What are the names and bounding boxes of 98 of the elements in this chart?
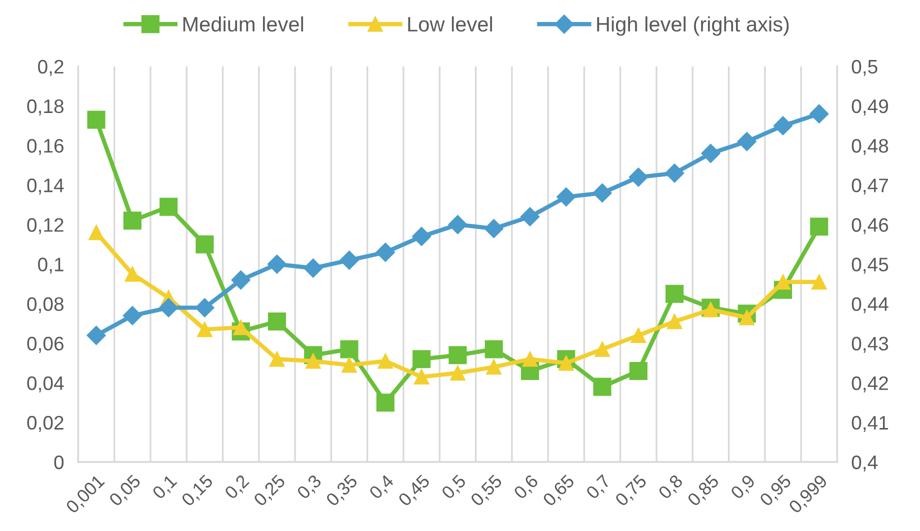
point [558, 355, 574, 371]
point [666, 314, 682, 330]
x-tick-label: 0,2 [224, 474, 252, 502]
point [378, 353, 394, 369]
point [701, 144, 720, 163]
point [737, 132, 756, 152]
point [811, 274, 827, 290]
point [376, 242, 395, 262]
point [305, 353, 321, 369]
point [124, 266, 140, 282]
point [376, 394, 394, 412]
legend-label: Low level [408, 16, 492, 32]
y2-tick-label: 0,5 [852, 60, 878, 76]
point [810, 218, 828, 236]
point [484, 340, 503, 358]
point [592, 183, 612, 202]
y-tick-label: 0,16 [27, 138, 64, 156]
x-tick-label: 0,3 [296, 474, 324, 502]
point [159, 298, 178, 318]
point [629, 362, 648, 380]
point [412, 226, 432, 246]
point [195, 298, 214, 318]
point [486, 359, 502, 375]
point [703, 302, 718, 318]
point [556, 187, 576, 206]
point [196, 235, 214, 254]
x-tick-label: 0,9 [730, 474, 758, 502]
x-tick-label: 0,15 [180, 474, 216, 508]
x-tick-label: 0,5 [440, 474, 468, 502]
point [268, 312, 286, 331]
x-tick-label: 0,65 [542, 474, 576, 508]
point [414, 369, 430, 385]
point [87, 110, 106, 129]
x-tick-label: 0,75 [614, 474, 649, 508]
point [666, 284, 684, 303]
y-tick-label: 0,12 [27, 218, 64, 234]
y-tick-label: 0,1 [38, 258, 64, 274]
x-tick-label: 0,1 [152, 474, 179, 502]
y2-tick-label: 0,42 [852, 376, 888, 392]
y-tick-label: 0,08 [27, 297, 64, 314]
point [775, 274, 791, 290]
y2-tick-label: 0,41 [852, 416, 888, 432]
y2-tick-label: 0,45 [852, 258, 888, 274]
x-tick-label: 0,35 [325, 474, 360, 508]
y2-tick-label: 0,46 [852, 218, 888, 234]
point [412, 350, 431, 368]
point [233, 320, 248, 336]
point [810, 104, 829, 124]
point [269, 351, 285, 367]
x-tick-label: 0,8 [658, 474, 685, 502]
point [665, 164, 684, 183]
y2-tick-label: 0,44 [852, 297, 888, 314]
point [86, 326, 106, 345]
y2-tick-label: 0,47 [852, 178, 888, 195]
point [484, 219, 504, 238]
x-tick-label: 0,4 [368, 474, 396, 502]
point [522, 351, 538, 367]
point [340, 250, 359, 270]
point [197, 322, 212, 338]
legend-label: High level (right axis) [597, 16, 789, 36]
point [448, 215, 468, 234]
x-tick-label: 0,05 [108, 474, 143, 508]
y-tick-label: 0 [54, 455, 64, 470]
y-tick-label: 0,14 [27, 178, 64, 195]
point [594, 342, 610, 357]
point [88, 224, 104, 240]
x-tick-label: 0,85 [686, 474, 722, 508]
point [628, 168, 648, 187]
point [448, 346, 467, 364]
point [122, 306, 142, 326]
point [450, 365, 466, 381]
x-tick-label: 0,45 [398, 474, 432, 508]
y-tick-label: 0,18 [27, 99, 64, 116]
y2-tick-label: 0,48 [852, 138, 888, 156]
point [630, 328, 646, 344]
y-tick-label: 0,02 [27, 416, 64, 432]
point [773, 116, 793, 136]
point [231, 270, 250, 290]
point [739, 310, 754, 326]
point [520, 207, 540, 226]
point [160, 198, 178, 216]
y2-tick-label: 0,4 [852, 455, 878, 472]
point [340, 340, 358, 358]
y2-tick-label: 0,43 [852, 336, 888, 353]
point [123, 212, 142, 230]
y-tick-label: 0,2 [38, 60, 64, 76]
point [342, 357, 357, 373]
point [304, 258, 323, 278]
legend-label: Medium level [183, 16, 304, 32]
x-tick-label: 0,7 [585, 474, 613, 502]
y-tick-label: 0,04 [27, 376, 64, 392]
x-tick-label: 0,6 [513, 474, 540, 502]
x-tick-label: 0,55 [470, 474, 504, 508]
y2-tick-label: 0,49 [852, 99, 888, 116]
point [593, 378, 612, 396]
point [267, 254, 287, 274]
x-tick-label: 0,25 [252, 474, 288, 508]
y-tick-label: 0,06 [27, 336, 64, 353]
